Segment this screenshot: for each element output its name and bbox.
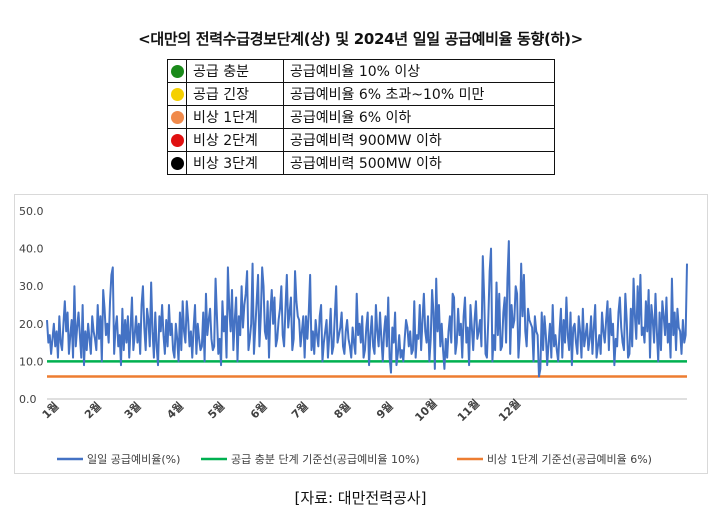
x-tick-label: 3월 (121, 399, 143, 421)
alert-level-table: 공급 충분 공급예비율 10% 이상 공급 긴장 공급예비율 6% 초과~10%… (167, 59, 555, 175)
y-tick-label: 30.0 (19, 280, 44, 293)
x-tick-label: 4월 (164, 399, 186, 421)
alert-level-name: 공급 충분 (186, 59, 284, 83)
red-circle-icon (170, 133, 184, 147)
alert-level-row: 공급 긴장 공급예비율 6% 초과~10% 미만 (167, 82, 555, 106)
alert-level-name: 공급 긴장 (186, 82, 284, 106)
alert-level-row: 비상 2단계 공급예비력 900MW 이하 (167, 128, 555, 152)
x-tick-label: 8월 (331, 399, 353, 421)
alert-level-condition: 공급예비력 900MW 이하 (283, 128, 555, 152)
alert-level-row: 공급 충분 공급예비율 10% 이상 (167, 59, 555, 83)
chart-svg: 0.0 10.0 20.0 30.0 40.0 50.0 1월 2월 3월 4월 5월 6월 7월 8월 9… (19, 205, 688, 466)
orange-circle-icon (170, 110, 184, 124)
x-tick-label: 9월 (373, 399, 395, 421)
daily-reserve-margin-line (46, 240, 688, 378)
legend-label: 공급 충분 단계 기준선(공급예비율 10%) (231, 453, 420, 466)
alert-level-condition: 공급예비율 6% 초과~10% 미만 (283, 82, 555, 106)
x-tick-label: 1월 (39, 399, 61, 421)
y-tick-label: 0.0 (19, 393, 37, 406)
alert-level-name: 비상 3단계 (186, 151, 284, 175)
x-tick-label: 12월 (495, 396, 523, 424)
source-note: [자료: 대만전력공사] (294, 489, 427, 507)
y-tick-label: 20.0 (19, 318, 44, 331)
x-tick-label: 11월 (454, 396, 482, 424)
y-tick-label: 50.0 (19, 205, 44, 218)
alert-level-name: 비상 2단계 (186, 128, 284, 152)
x-tick-label: 6월 (247, 399, 269, 421)
x-tick-label: 10월 (412, 396, 440, 424)
alert-level-row: 비상 1단계 공급예비율 6% 이하 (167, 105, 555, 129)
alert-level-condition: 공급예비력 500MW 이하 (283, 151, 555, 175)
x-tick-label: 5월 (205, 399, 227, 421)
x-tick-label: 2월 (81, 399, 103, 421)
x-tick-label: 7월 (288, 399, 310, 421)
y-tick-label: 10.0 (19, 355, 44, 368)
reserve-margin-chart: 0.0 10.0 20.0 30.0 40.0 50.0 1월 2월 3월 4월 5월 6월 7월 8월 9… (14, 194, 708, 474)
page-title: <대만의 전력수급경보단계(상) 및 2024년 일일 공급예비율 동향(하)> (138, 30, 583, 48)
legend-label: 일일 공급예비율(%) (87, 452, 180, 466)
alert-level-condition: 공급예비율 6% 이하 (283, 105, 555, 129)
black-circle-icon (170, 156, 184, 170)
alert-level-condition: 공급예비율 10% 이상 (283, 59, 555, 83)
y-tick-label: 40.0 (19, 243, 44, 256)
yellow-circle-icon (170, 87, 184, 101)
alert-level-name: 비상 1단계 (186, 105, 284, 129)
legend-label: 비상 1단계 기준선(공급예비율 6%) (487, 453, 652, 466)
alert-level-row: 비상 3단계 공급예비력 500MW 이하 (167, 151, 555, 175)
green-circle-icon (170, 64, 184, 78)
